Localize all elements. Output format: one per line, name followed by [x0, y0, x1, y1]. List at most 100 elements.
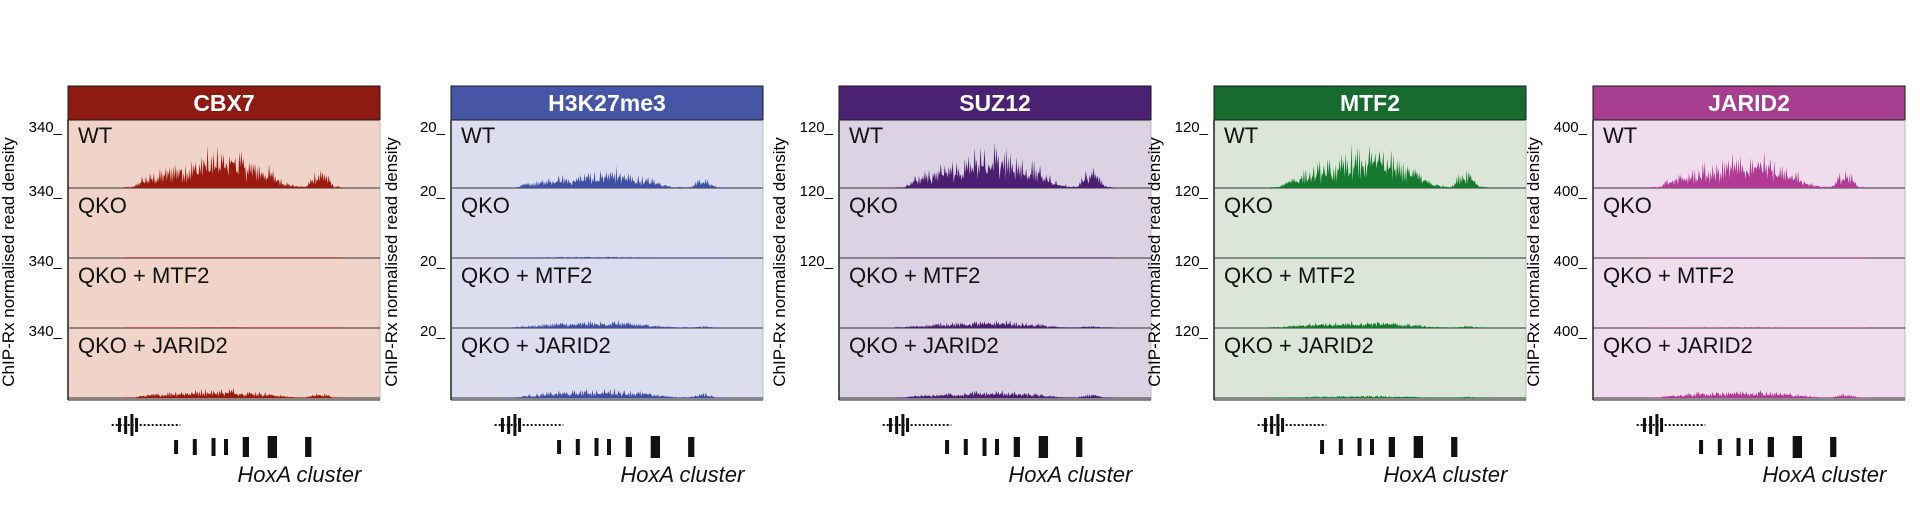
gene-model	[111, 414, 312, 458]
track-max-label: 120_	[800, 253, 834, 270]
signal-area	[1649, 151, 1868, 188]
track-name: QKO + JARID2	[1603, 333, 1753, 358]
panel-title: SUZ12	[959, 90, 1031, 116]
x-axis-label: HoxA cluster	[1008, 462, 1134, 487]
track-name: QKO + MTF2	[461, 263, 592, 288]
gene-model	[1636, 414, 1837, 458]
track-name: QKO	[461, 193, 510, 218]
gene-exon	[1767, 437, 1774, 457]
x-axis-label: HoxA cluster	[1762, 462, 1888, 487]
track-wt: 340_ WT	[29, 119, 380, 189]
signal-area	[124, 145, 343, 188]
gene-exon	[982, 438, 987, 456]
track-qko: 120_ QKO	[800, 183, 1151, 259]
gene-exon	[995, 439, 999, 455]
gene-exon	[1655, 414, 1659, 436]
signal-area	[895, 319, 1114, 328]
gene-exon	[1699, 440, 1704, 454]
track-max-label: 400_	[1554, 183, 1588, 200]
gene-exon	[211, 438, 216, 456]
gene-exon	[1717, 439, 1722, 455]
gene-exon	[305, 437, 312, 457]
gene-exon	[135, 418, 139, 432]
track-name: QKO	[849, 193, 898, 218]
gene-exon	[174, 440, 179, 454]
gene-exon	[192, 439, 197, 455]
gene-exon	[1736, 438, 1741, 456]
panel-header	[1592, 85, 1906, 121]
gene-exon	[688, 437, 695, 457]
gene-exon	[507, 416, 511, 434]
track-max-label: 340_	[29, 183, 63, 200]
signal-area	[895, 390, 1114, 398]
panel-title: JARID2	[1708, 90, 1790, 116]
track-name: WT	[1224, 123, 1258, 148]
track-qko-mtf2: 120_ QKO + MTF2	[1175, 253, 1526, 329]
gene-exon	[224, 439, 228, 455]
gene-exon	[242, 437, 249, 457]
track-name: QKO + MTF2	[78, 263, 209, 288]
track-max-label: 340_	[29, 253, 63, 270]
track-name: QKO + JARID2	[461, 333, 611, 358]
track-name: WT	[78, 123, 112, 148]
track-qko: 340_ QKO	[29, 183, 380, 259]
gene-exon	[130, 414, 134, 436]
y-axis-label: ChIP-Rx normalised read density	[0, 137, 18, 387]
gene-exon	[557, 440, 562, 454]
panel-background	[451, 120, 763, 400]
track-name: QKO + MTF2	[1603, 263, 1734, 288]
track-wt: 20_ WT	[420, 119, 763, 189]
track-max-label: 120_	[800, 119, 834, 136]
gene-exon	[1263, 418, 1267, 432]
signal-area	[1270, 143, 1489, 188]
track-qko-mtf2: 400_ QKO + MTF2	[1554, 253, 1905, 329]
panel-background	[68, 120, 380, 400]
gene-exon	[1660, 418, 1664, 432]
signal-area	[895, 257, 1114, 258]
signal-area	[507, 256, 726, 258]
gene-exon	[518, 418, 522, 432]
y-axis-label: ChIP-Rx normalised read density	[1524, 137, 1543, 387]
track-max-label: 340_	[29, 119, 63, 136]
track-name: QKO	[1224, 193, 1273, 218]
gene-exon	[1370, 439, 1374, 455]
track-name: QKO	[78, 193, 127, 218]
track-qko-mtf2: 120_ QKO + MTF2	[800, 253, 1151, 329]
gene-exon	[1413, 436, 1424, 458]
y-axis-label: ChIP-Rx normalised read density	[382, 137, 401, 387]
gene-exon	[594, 438, 599, 456]
chip-panel-cbx7: CBX7 ChIP-Rx normalised read density 340_ W…	[0, 85, 381, 487]
signal-area	[507, 165, 726, 188]
track-name: QKO	[1603, 193, 1652, 218]
gene-exon	[1749, 439, 1753, 455]
track-max-label: 400_	[1554, 253, 1588, 270]
y-axis-label: ChIP-Rx normalised read density	[770, 137, 789, 387]
gene-exon	[500, 418, 504, 432]
gene-exon	[1281, 418, 1285, 432]
track-qko-jarid2: 340_ QKO + JARID2	[29, 323, 380, 399]
gene-exon	[1451, 437, 1458, 457]
gene-exon	[963, 439, 968, 455]
track-qko-mtf2: 340_ QKO + MTF2	[29, 253, 380, 329]
gene-exon	[945, 440, 950, 454]
gene-exon	[1320, 440, 1325, 454]
track-qko-mtf2: 20_ QKO + MTF2	[420, 253, 763, 329]
track-qko-jarid2: QKO + JARID2	[839, 333, 1151, 399]
gene-exon	[901, 414, 905, 436]
gene-exon	[1388, 437, 1395, 457]
panel-title: H3K27me3	[548, 90, 666, 116]
signal-area	[124, 257, 343, 258]
track-max-label: 20_	[420, 183, 446, 200]
gene-exon	[1792, 436, 1803, 458]
track-wt: 120_ WT	[1175, 119, 1526, 189]
track-wt: 120_ WT	[800, 119, 1151, 189]
signal-area	[507, 387, 726, 398]
gene-exon	[607, 439, 611, 455]
gene-exon	[906, 418, 910, 432]
panel-header	[838, 85, 1152, 121]
gene-model	[882, 414, 1083, 458]
track-name: QKO + JARID2	[1224, 333, 1374, 358]
track-name: QKO + MTF2	[849, 263, 980, 288]
signal-area	[895, 142, 1114, 188]
